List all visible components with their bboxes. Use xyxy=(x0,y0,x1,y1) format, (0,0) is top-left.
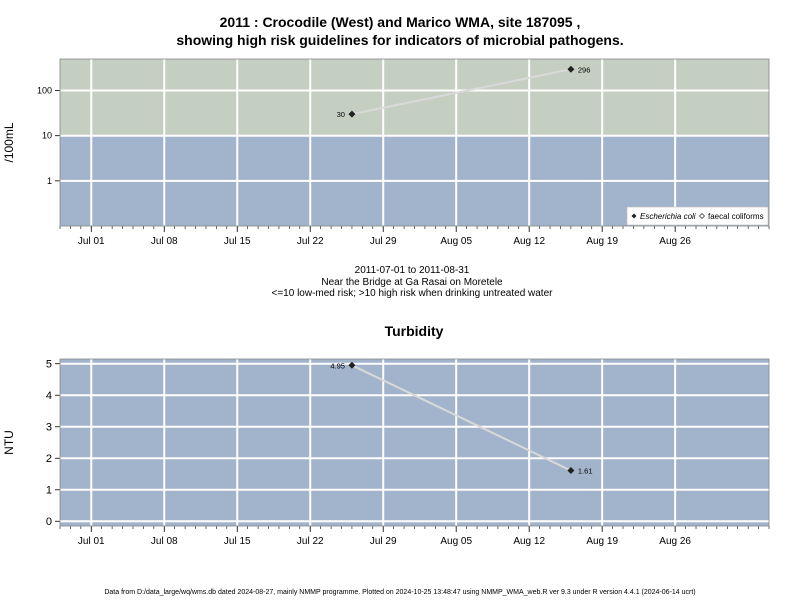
chart-title: Turbidity xyxy=(385,323,444,339)
y-tick-label: 10 xyxy=(42,131,52,141)
series-line xyxy=(351,364,572,472)
x-tick-label: Jul 22 xyxy=(297,236,324,247)
plot-background xyxy=(60,359,769,526)
site-location-caption: Near the Bridge at Ga Rasai on Moretele xyxy=(321,277,503,288)
legend-label: Escherichia coli xyxy=(640,212,696,221)
legend-box xyxy=(626,206,769,226)
data-point-marker xyxy=(348,361,356,369)
risk-guideline-caption: <=10 low-med risk; >10 high risk when dr… xyxy=(271,288,553,299)
x-tick-label: Aug 12 xyxy=(513,536,545,547)
y-tick-label: 1 xyxy=(46,484,52,496)
x-tick-label: Jul 22 xyxy=(297,536,324,547)
x-tick-label: Jul 15 xyxy=(224,536,251,547)
legend-open-diamond xyxy=(699,213,705,219)
legend-filled-diamond xyxy=(631,213,637,219)
data-source-footer: Data from D:/data_large/wq/wms.db dated … xyxy=(104,589,696,596)
x-tick-label: Jul 15 xyxy=(224,236,251,247)
y-axis-label: NTU xyxy=(2,430,16,455)
y-tick-label: 5 xyxy=(46,358,52,370)
x-tick-label: Aug 19 xyxy=(586,536,618,547)
high-risk-band xyxy=(60,59,769,136)
data-point-marker xyxy=(348,110,356,118)
x-tick-label: Jul 08 xyxy=(151,236,178,247)
y-axis-label: /100mL xyxy=(2,122,16,162)
data-label: 1.61 xyxy=(578,467,593,476)
y-tick-label: 1 xyxy=(47,176,52,186)
chart-title-line-1: 2011 : Crocodile (West) and Marico WMA, … xyxy=(219,14,581,30)
y-tick-label: 2 xyxy=(46,453,52,465)
turbidity-chart: Jul 01 Jul 08 Jul 15 Jul 22 Jul 29 Aug 05 Aug … xyxy=(2,323,770,547)
data-label: 296 xyxy=(578,65,591,74)
y-tick-label: 0 xyxy=(46,516,52,528)
data-label: 4.95 xyxy=(330,361,345,370)
x-tick-label: Jul 01 xyxy=(78,536,105,547)
plot-frame xyxy=(59,58,770,227)
plot-frame xyxy=(59,358,770,527)
x-tick-label: Aug 26 xyxy=(659,536,691,547)
y-tick-label: 3 xyxy=(46,421,52,433)
x-tick-label: Jul 29 xyxy=(370,236,397,247)
x-tick-label: Jul 08 xyxy=(151,536,178,547)
y-tick-label: 4 xyxy=(46,390,52,402)
x-tick-label: Aug 12 xyxy=(513,236,545,247)
x-tick-label: Aug 05 xyxy=(440,236,472,247)
data-point-marker xyxy=(567,467,575,475)
series-line xyxy=(351,68,572,116)
microbial-chart: Jul 01 Jul 08 Jul 15 Jul 22 Jul 29 Aug 05 Aug … xyxy=(2,58,770,247)
x-tick-label: Jul 01 xyxy=(78,236,105,247)
legend-label: faecal coliforms xyxy=(708,212,764,221)
x-tick-label: Aug 05 xyxy=(440,536,472,547)
chart-title-line-2: showing high risk guidelines for indicat… xyxy=(176,32,624,48)
y-tick-label: 100 xyxy=(37,86,52,96)
x-tick-label: Aug 19 xyxy=(586,236,618,247)
x-tick-label: Aug 26 xyxy=(659,236,691,247)
data-point-marker xyxy=(567,65,575,73)
x-tick-label: Jul 29 xyxy=(370,536,397,547)
date-range-caption: 2011-07-01 to 2011-08-31 xyxy=(354,265,470,276)
data-label: 30 xyxy=(337,110,345,119)
